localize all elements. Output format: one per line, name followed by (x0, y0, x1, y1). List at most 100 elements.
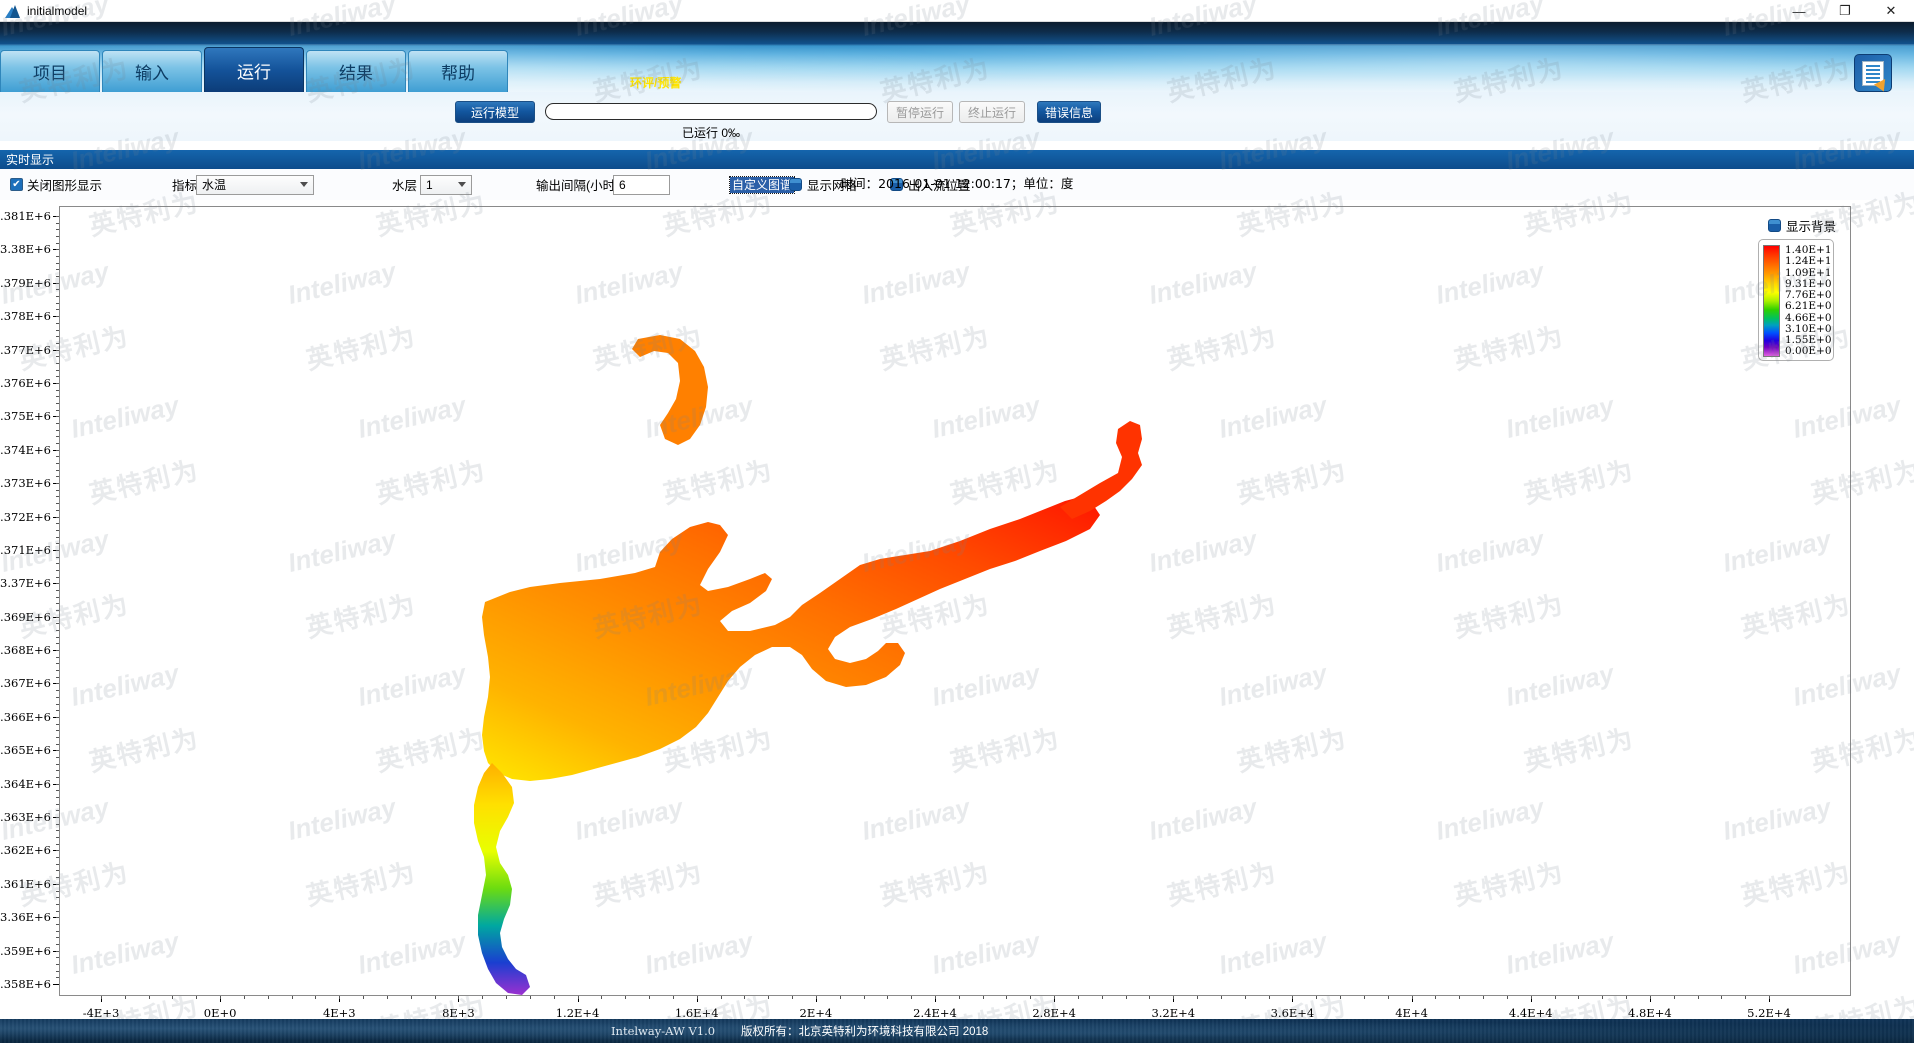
show-background-option[interactable]: 显示背景 (1767, 216, 1836, 235)
minimize-icon[interactable]: — (1792, 3, 1806, 19)
y-tick-label: 3.372E+6 (0, 509, 51, 524)
y-minor-tick (56, 977, 59, 979)
y-tick-label: 3.38E+6 (0, 242, 51, 257)
y-minor-tick (56, 402, 59, 404)
x-minor-tick (1530, 996, 1532, 999)
y-minor-tick (56, 489, 59, 491)
x-tick-label: 1.2E+4 (555, 1006, 600, 1020)
y-minor-tick (56, 322, 59, 324)
x-tick (458, 996, 460, 1002)
y-minor-tick (56, 302, 59, 304)
grid-cube-icon (789, 178, 802, 191)
y-minor-tick (56, 756, 59, 758)
x-minor-tick (1268, 996, 1270, 999)
plot-time-caption: 时间：2016-01-01 12:00:17；单位：度 (840, 176, 1074, 191)
y-tick-label: 3.37E+6 (0, 576, 51, 591)
x-tick (1054, 996, 1056, 1002)
layer-select[interactable]: 1 (420, 174, 472, 195)
eia-warning-link[interactable]: 环评/预警 (630, 76, 682, 90)
color-legend-labels: 1.40E+1 1.24E+1 1.09E+1 9.31E+0 7.76E+0 … (1785, 245, 1832, 357)
y-minor-tick (56, 569, 59, 571)
chevron-down-icon (458, 181, 466, 187)
y-minor-tick (56, 389, 59, 391)
y-minor-tick (56, 930, 59, 932)
output-interval-value: 6 (619, 177, 626, 192)
y-minor-tick (56, 316, 59, 318)
index-select-value: 水温 (202, 178, 227, 192)
y-minor-tick (56, 776, 59, 778)
y-tick-label: 3.368E+6 (0, 643, 51, 658)
close-graphics-check-icon[interactable] (10, 178, 23, 191)
x-minor-tick (1649, 996, 1651, 999)
error-info-button[interactable]: 错误信息 (1037, 101, 1101, 123)
x-minor-tick (935, 996, 936, 999)
y-minor-tick (56, 362, 59, 364)
y-minor-tick (56, 463, 59, 465)
index-label: 指标 (172, 179, 198, 193)
stop-run-button[interactable]: 终止运行 (959, 101, 1025, 123)
x-minor-tick (243, 996, 245, 999)
x-minor-tick (458, 996, 460, 999)
tab-project[interactable]: 项目 (0, 50, 100, 92)
legend-value: 9.31E+0 (1785, 277, 1832, 290)
x-minor-tick (672, 996, 674, 999)
y-minor-tick (56, 923, 59, 925)
y-minor-tick (56, 369, 59, 371)
y-minor-tick (56, 543, 59, 545)
document-edit-icon (1854, 54, 1892, 92)
y-minor-tick (56, 576, 59, 578)
y-minor-tick (56, 282, 59, 284)
map-plot-area[interactable]: 显示背景 1.40E+1 1.24E+1 1.09E+1 9.31E+0 7.7… (59, 206, 1851, 996)
legend-value: 3.10E+0 (1785, 322, 1832, 335)
title-bar: initialmodel — ❐ ✕ (0, 0, 1914, 22)
x-minor-tick (434, 996, 436, 999)
pause-run-button[interactable]: 暂停运行 (887, 101, 953, 123)
x-tick-label: 4.8E+4 (1628, 1006, 1672, 1020)
y-minor-tick (56, 376, 59, 378)
index-select[interactable]: 水温 (196, 174, 314, 195)
custom-palette-button[interactable]: 自定义图谱 (728, 175, 796, 194)
x-tick (577, 996, 579, 1002)
legend-value: 1.09E+1 (1785, 266, 1832, 279)
y-minor-tick (56, 336, 59, 338)
y-tick-label: 3.362E+6 (0, 843, 51, 858)
x-tick (1173, 996, 1175, 1002)
x-minor-tick (1721, 996, 1723, 999)
maximize-icon[interactable]: ❐ (1839, 3, 1851, 18)
reservoir-south-tail (474, 763, 530, 995)
y-minor-tick (56, 883, 59, 885)
x-minor-tick (577, 996, 579, 999)
inflow-outflow-option[interactable]: 出入流位置 (890, 175, 971, 194)
tab-results[interactable]: 结果 (306, 50, 406, 92)
x-minor-tick (553, 996, 555, 999)
tab-help[interactable]: 帮助 (408, 50, 508, 92)
y-minor-tick (56, 329, 59, 331)
y-minor-tick (56, 650, 59, 652)
run-model-button[interactable]: 运行模型 (455, 101, 535, 123)
x-tick (935, 996, 936, 1002)
output-interval-input[interactable]: 6 (613, 174, 670, 195)
tab-run[interactable]: 运行 (204, 47, 304, 92)
x-minor-tick (1411, 996, 1413, 999)
y-minor-tick (56, 236, 59, 238)
y-minor-tick (56, 690, 59, 692)
close-icon[interactable]: ✕ (1885, 3, 1897, 18)
y-tick (53, 984, 59, 985)
x-minor-tick (101, 996, 102, 999)
x-minor-tick (1101, 996, 1103, 999)
x-tick-label: 4E+3 (322, 1006, 356, 1020)
reservoir-north-hook (632, 335, 708, 445)
y-minor-tick (56, 382, 59, 384)
tab-input[interactable]: 输入 (102, 50, 202, 92)
run-toolbar: 运行模型 已运行 0‰ 暂停运行 终止运行 错误信息 (0, 92, 1914, 141)
main-tabs: 项目 输入 运行 结果 帮助 (0, 44, 510, 92)
x-minor-tick (1387, 996, 1389, 999)
x-minor-tick (291, 996, 293, 999)
y-minor-tick (56, 409, 59, 411)
y-tick-label: 3.376E+6 (0, 375, 51, 390)
close-graphics-checkbox[interactable]: 关闭图形显示 (10, 175, 102, 194)
show-grid-option[interactable]: 显示网格 (789, 175, 857, 194)
y-minor-tick (56, 356, 59, 358)
y-minor-tick (56, 970, 59, 972)
y-minor-tick (56, 797, 59, 798)
